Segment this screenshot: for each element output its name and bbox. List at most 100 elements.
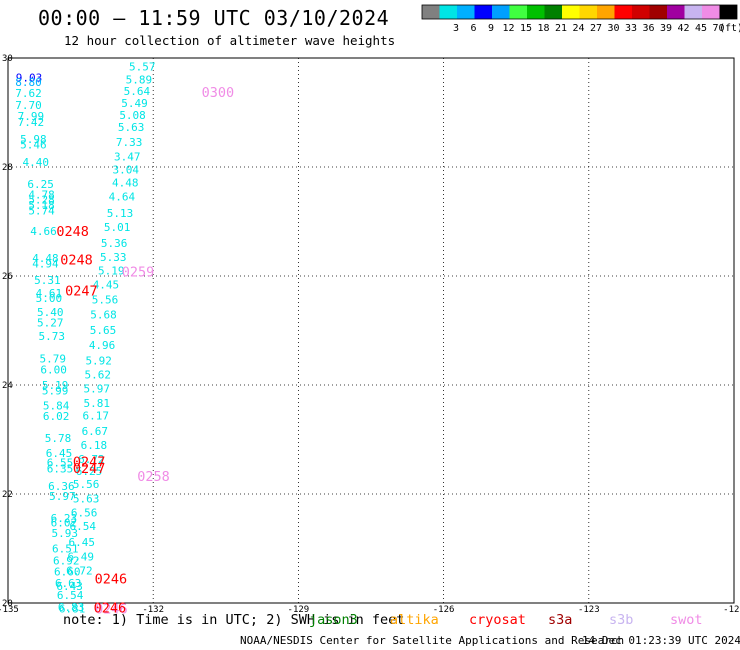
scale-swatch <box>422 5 440 19</box>
wave-height-reading: 4.96 <box>89 339 116 352</box>
wave-height-reading: 5.49 <box>121 97 148 110</box>
scale-unit: (ft) <box>719 23 740 34</box>
scale-label: 30 <box>607 23 619 34</box>
lat-tick-label: 20 <box>2 599 13 609</box>
wave-height-reading: 4.40 <box>23 156 50 169</box>
scale-label: 6 <box>470 23 476 34</box>
wave-height-reading: 6.81 <box>59 602 86 615</box>
scale-label: 15 <box>520 23 532 34</box>
wave-height-reading: 5.89 <box>126 73 153 86</box>
legend-jason3: jason3 <box>309 612 358 628</box>
scale-label: 18 <box>537 23 549 34</box>
lat-tick-label: 22 <box>2 490 13 500</box>
scale-label: 45 <box>695 23 707 34</box>
wave-height-reading: 5.74 <box>28 205 55 218</box>
scale-swatch <box>684 5 702 19</box>
lon-tick-label: -120 <box>723 605 740 615</box>
wave-height-reading: 6.36 <box>48 480 74 493</box>
wave-height-reading: 5.78 <box>45 432 71 445</box>
wave-height-reading: 6.72 <box>66 564 93 577</box>
scale-swatch <box>544 5 562 19</box>
wave-height-reading: 9.03 <box>16 72 43 85</box>
scale-swatch <box>649 5 667 19</box>
generated-timestamp: 14 Dec 01:23:39 UTC 2024 <box>582 634 740 647</box>
wave-height-reading: 4.48 <box>32 252 59 265</box>
scale-swatch <box>579 5 597 19</box>
pass-time-label: 0247 <box>73 454 106 470</box>
wave-height-reading: 4.64 <box>109 190 136 203</box>
wave-height-reading: 5.68 <box>90 309 117 322</box>
scale-label: 33 <box>625 23 637 34</box>
wave-height-reading: 4.78 <box>28 188 55 201</box>
wave-height-reading: 5.36 <box>101 237 128 250</box>
footnote: note: 1) Time is in UTC; 2) SWH is in fe… <box>63 612 405 628</box>
wave-height-reading: 5.31 <box>34 274 61 287</box>
wave-height-reading: 5.13 <box>107 207 133 220</box>
scale-label: 39 <box>660 23 672 34</box>
scale-swatch <box>492 5 510 19</box>
scale-swatch <box>702 5 720 19</box>
scale-label: 9 <box>488 23 494 34</box>
wave-height-reading: 4.61 <box>36 287 63 300</box>
lon-tick-label: -132 <box>142 605 164 615</box>
pass-time-label: 0246 <box>95 601 128 615</box>
legend-altika: altika <box>390 612 439 628</box>
pass-time-label: 0247 <box>65 284 98 300</box>
wave-height-reading: 5.00 <box>36 292 63 305</box>
wave-height-reading: 6.35 <box>47 462 74 475</box>
wave-height-reading: 6.56 <box>71 507 98 520</box>
wave-height-reading: 5.97 <box>49 490 76 503</box>
scale-swatch <box>632 5 650 19</box>
legend-swot: swot <box>670 612 703 628</box>
wave-height-reading: 5.56 <box>92 293 119 306</box>
wave-height-reading: 5.18 <box>28 199 55 212</box>
scale-swatch <box>719 5 737 19</box>
scale-label: 21 <box>555 23 567 34</box>
wave-height-reading: 5.19 <box>98 265 125 278</box>
wave-height-reading: 8.80 <box>15 76 42 89</box>
wave-height-reading: 6.45 <box>46 447 73 460</box>
wave-height-reading: 5.93 <box>52 527 78 540</box>
scale-label: 36 <box>642 23 654 34</box>
wave-height-reading: 5.63 <box>73 492 100 505</box>
wave-height-reading: 6.72 <box>78 453 105 466</box>
legend-s3a: s3a <box>548 612 573 628</box>
pass-time-label: 0300 <box>202 85 235 101</box>
map-title: 00:00 – 11:59 UTC 03/10/2024 <box>38 6 390 30</box>
wave-height-reading: 5.63 <box>118 121 145 134</box>
wave-height-reading: 6.25 <box>76 465 103 478</box>
wave-height-reading: 6.00 <box>40 364 67 377</box>
wave-height-reading: 4.94 <box>32 257 59 270</box>
wave-height-reading: 7.62 <box>15 87 42 100</box>
lon-tick-label: -123 <box>578 605 600 615</box>
wave-height-reading: 4.48 <box>112 176 139 189</box>
lat-tick-label: 24 <box>2 381 13 391</box>
wave-height-reading: 5.92 <box>85 354 112 367</box>
pass-time-label: 0248 <box>56 224 89 240</box>
scale-label: 24 <box>572 23 584 34</box>
pass-time-label: 0259 <box>122 265 155 281</box>
wave-height-reading: 4.45 <box>93 279 120 292</box>
wave-height-reading: 5.73 <box>38 330 65 343</box>
wave-height-reading: 5.08 <box>119 109 146 122</box>
legend-cryosat: cryosat <box>469 612 526 628</box>
lat-tick-label: 30 <box>2 54 13 64</box>
lon-tick-label: -126 <box>433 605 455 615</box>
wave-height-reading: 5.33 <box>100 251 127 264</box>
wave-height-reading: 5.99 <box>42 384 69 397</box>
wave-height-reading: 5.81 <box>84 397 111 410</box>
wave-height-reading: 6.49 <box>68 551 95 564</box>
wave-height-reading: 5.01 <box>104 221 131 234</box>
wave-height-reading: 6.02 <box>51 516 77 529</box>
wave-height-reading: 5.64 <box>124 85 151 98</box>
scale-swatch <box>614 5 632 19</box>
wave-height-reading: 5.40 <box>37 306 64 319</box>
pass-time-label: 0258 <box>137 469 170 485</box>
wave-height-reading: 5.57 <box>129 61 156 74</box>
wave-height-reading: 5.97 <box>84 382 111 395</box>
pass-time-label: 0248 <box>60 253 93 269</box>
wave-height-reading: 5.79 <box>39 352 66 365</box>
scale-label: 27 <box>590 23 602 34</box>
wave-height-reading: 4.66 <box>30 225 57 238</box>
wave-height-reading: 6.63 <box>55 577 82 590</box>
